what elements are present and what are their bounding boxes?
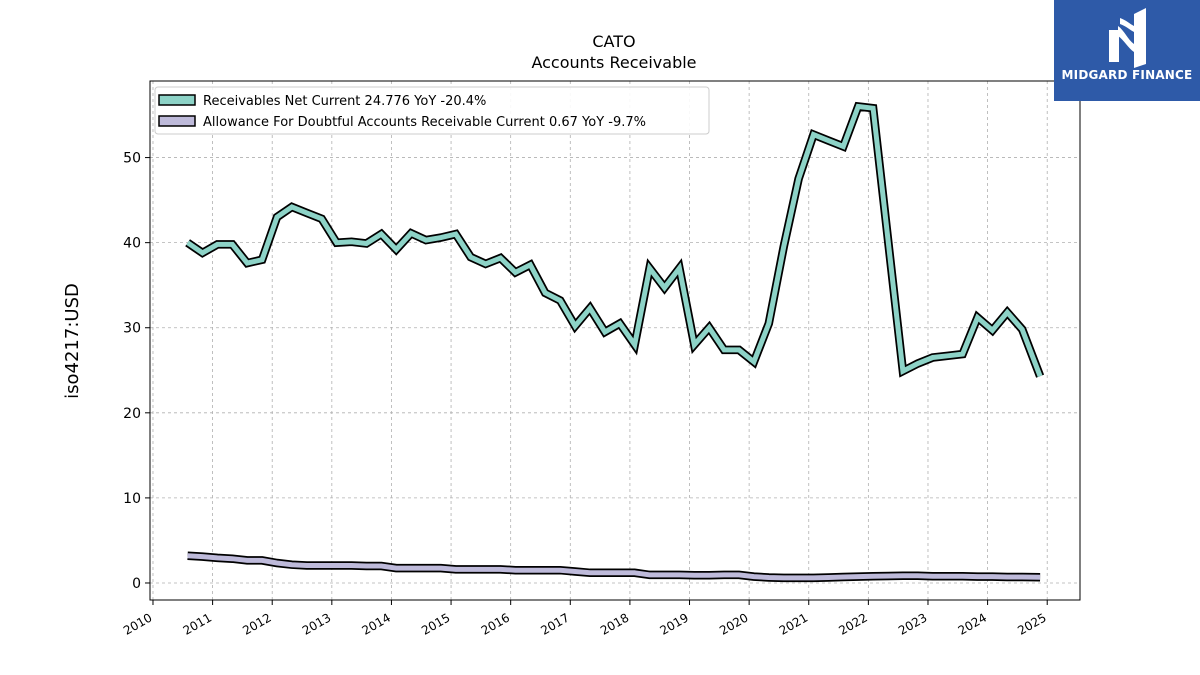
x-tick-label: 2020 (717, 610, 750, 637)
legend-label-receivables: Receivables Net Current 24.776 YoY -20.4… (203, 94, 486, 109)
series-line-0 (186, 103, 1043, 378)
y-tick-label: 10 (123, 491, 141, 507)
series-outline-0 (185, 101, 1045, 378)
x-tick-label: 2019 (658, 610, 691, 637)
legend-box (154, 86, 710, 135)
x-tick-label: 2016 (479, 610, 512, 637)
brand-logo: MIDGARD FINANCE (1054, 0, 1200, 101)
x-tick-label: 2014 (359, 610, 392, 637)
legend-swatch-receivables (158, 94, 196, 106)
x-tick-label: 2022 (836, 610, 869, 637)
x-tick-label: 2025 (1015, 610, 1048, 637)
chart-subtitle: Accounts Receivable (531, 53, 696, 72)
series-line-1 (187, 553, 1041, 581)
y-tick-label: 30 (123, 321, 141, 337)
x-tick-label: 2011 (181, 610, 214, 637)
y-tick-label: 50 (123, 151, 141, 167)
x-axis-ticks: 2010 2011 2012 2013 2014 2015 2016 2017 2018 2019… (121, 600, 1049, 638)
x-tick-label: 2024 (956, 610, 989, 637)
y-tick-label: 0 (132, 576, 141, 592)
y-axis-label: iso4217:USD (62, 283, 83, 399)
chart-title: CATO (592, 32, 635, 51)
series-layer (185, 101, 1045, 583)
plot-frame (149, 80, 1081, 601)
logo-mark-icon (1109, 8, 1146, 68)
x-tick-label: 2021 (777, 610, 810, 637)
y-tick-label: 40 (123, 236, 141, 252)
x-tick-label: 2012 (240, 610, 273, 637)
x-tick-label: 2013 (300, 610, 333, 637)
x-tick-label: 2017 (538, 610, 571, 637)
grid-lines (150, 81, 1080, 600)
y-tick-label: 20 (123, 406, 141, 422)
x-tick-label: 2018 (598, 610, 631, 637)
x-tick-label: 2023 (896, 610, 929, 637)
x-tick-label: 2015 (419, 610, 452, 637)
legend-label-allowance: Allowance For Doubtful Accounts Receivab… (203, 115, 646, 130)
legend: Receivables Net Current 24.776 YoY -20.4… (154, 86, 710, 135)
logo-text: MIDGARD FINANCE (1061, 68, 1193, 82)
x-tick-label: 2010 (121, 610, 154, 637)
y-axis-ticks: 0 10 20 30 40 50 (123, 151, 150, 592)
legend-swatch-allowance (158, 115, 196, 127)
